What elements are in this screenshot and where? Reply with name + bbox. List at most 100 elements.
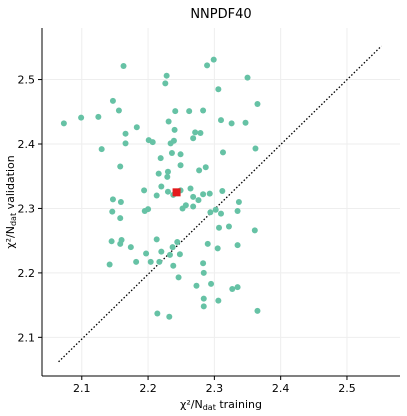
x-ticks: 2.1 2.2 2.3 2.4 2.5 <box>73 376 356 395</box>
data-point <box>218 210 224 217</box>
data-point <box>170 262 177 269</box>
data-point <box>200 107 207 114</box>
data-point <box>164 168 171 175</box>
data-point <box>234 284 241 291</box>
data-point <box>234 242 241 249</box>
data-point <box>78 114 85 121</box>
data-point <box>166 313 173 320</box>
y-tick-label: 2.2 <box>18 267 36 280</box>
data-point <box>164 188 171 195</box>
data-point <box>197 130 204 137</box>
data-point <box>204 62 211 69</box>
data-point <box>122 140 129 147</box>
data-point <box>98 146 105 153</box>
data-point <box>228 120 235 127</box>
data-point <box>179 205 186 212</box>
data-point <box>190 203 197 210</box>
data-point <box>200 260 207 267</box>
data-point <box>235 199 242 205</box>
data-point <box>120 63 127 70</box>
y-tick-label: 2.4 <box>18 138 36 151</box>
data-point <box>214 245 221 252</box>
data-point <box>207 209 214 216</box>
data-point <box>156 258 163 265</box>
data-point <box>215 297 222 304</box>
data-point <box>133 258 140 265</box>
data-point <box>210 56 217 63</box>
data-point <box>117 163 124 170</box>
diagonal <box>58 45 382 363</box>
data-point <box>175 274 182 281</box>
data-points <box>60 56 261 320</box>
highlight-point <box>172 188 181 197</box>
data-point <box>186 108 193 115</box>
data-point <box>115 107 122 114</box>
data-point <box>162 80 169 87</box>
data-point <box>127 244 134 251</box>
data-point <box>117 199 124 205</box>
data-point <box>157 155 164 162</box>
y-tick-label: 2.5 <box>18 74 36 87</box>
data-point <box>254 101 261 108</box>
data-point <box>187 185 194 192</box>
data-point <box>106 261 113 268</box>
x-axis-label: χ²/Ndat training <box>180 398 262 412</box>
data-point <box>141 208 148 215</box>
grid <box>42 28 400 376</box>
data-point <box>200 303 207 310</box>
data-point <box>155 170 162 177</box>
data-point <box>133 124 140 131</box>
data-point <box>254 307 261 314</box>
y-tick-label: 2.3 <box>18 202 36 215</box>
data-point <box>168 150 175 157</box>
diagonal-line <box>58 45 382 363</box>
x-tick-label: 2.1 <box>73 382 91 395</box>
data-point <box>177 151 184 158</box>
data-point <box>219 188 226 195</box>
data-point <box>172 108 179 115</box>
data-point <box>158 183 165 190</box>
data-point <box>143 250 150 257</box>
data-point <box>109 97 116 104</box>
highlight <box>172 188 181 197</box>
data-point <box>206 190 213 197</box>
data-point <box>196 167 203 174</box>
data-point <box>190 135 197 142</box>
data-point <box>109 196 116 203</box>
data-point <box>153 236 160 243</box>
data-point <box>190 193 197 200</box>
data-point <box>212 206 219 213</box>
chart-title: NNPDF40 <box>190 7 251 22</box>
data-point <box>229 286 236 292</box>
x-tick-label: 2.5 <box>338 382 356 395</box>
data-point <box>242 119 249 126</box>
data-point <box>109 208 116 215</box>
data-point <box>169 244 176 251</box>
x-tick-label: 2.4 <box>272 382 290 395</box>
data-point <box>176 251 183 258</box>
data-point <box>95 113 102 120</box>
y-axis-label: χ²/Ndat validation <box>4 155 18 249</box>
data-point <box>192 129 199 136</box>
data-point <box>234 208 241 215</box>
data-point <box>219 149 226 156</box>
data-point <box>170 137 177 144</box>
data-point <box>158 248 165 255</box>
data-point <box>193 282 200 289</box>
data-point <box>200 269 207 276</box>
data-point <box>153 192 160 199</box>
data-point <box>164 173 171 180</box>
data-point <box>252 145 259 152</box>
data-point <box>166 251 173 258</box>
data-point <box>165 118 172 125</box>
data-point <box>225 223 232 230</box>
data-point <box>108 238 115 245</box>
data-point <box>149 139 156 146</box>
data-point <box>154 310 161 317</box>
data-point <box>218 117 224 124</box>
data-point <box>208 280 215 287</box>
data-point <box>215 86 222 93</box>
data-point <box>177 162 184 169</box>
data-point <box>200 191 207 198</box>
